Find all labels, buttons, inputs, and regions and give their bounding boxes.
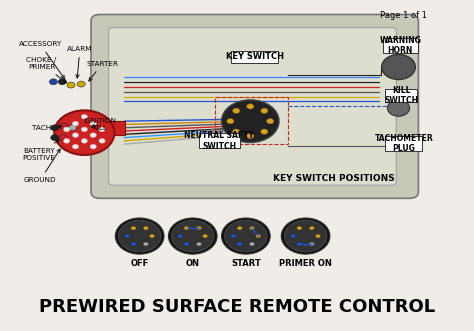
Circle shape bbox=[261, 129, 268, 134]
Circle shape bbox=[64, 127, 70, 132]
Circle shape bbox=[115, 218, 164, 254]
Circle shape bbox=[233, 129, 240, 134]
Text: BATTERY
POSITIVE: BATTERY POSITIVE bbox=[22, 140, 59, 161]
Circle shape bbox=[247, 104, 254, 109]
Text: GROUND: GROUND bbox=[24, 149, 60, 183]
FancyBboxPatch shape bbox=[200, 133, 240, 148]
Text: IGNITION
KILL: IGNITION KILL bbox=[83, 118, 116, 131]
FancyBboxPatch shape bbox=[385, 136, 422, 151]
Text: TACH: TACH bbox=[32, 125, 62, 131]
Text: START: START bbox=[231, 260, 261, 268]
Circle shape bbox=[297, 226, 302, 230]
Circle shape bbox=[178, 234, 183, 238]
Circle shape bbox=[225, 220, 267, 252]
Circle shape bbox=[125, 234, 130, 238]
Circle shape bbox=[221, 218, 270, 254]
Circle shape bbox=[99, 139, 105, 143]
Circle shape bbox=[249, 226, 255, 230]
Circle shape bbox=[149, 234, 155, 238]
Text: PRIMER ON: PRIMER ON bbox=[279, 260, 332, 268]
Circle shape bbox=[281, 218, 330, 254]
Circle shape bbox=[168, 218, 217, 254]
Circle shape bbox=[227, 118, 234, 124]
Circle shape bbox=[60, 123, 67, 129]
Circle shape bbox=[67, 82, 75, 88]
Text: STARTER: STARTER bbox=[86, 61, 118, 81]
Circle shape bbox=[118, 220, 161, 252]
Circle shape bbox=[261, 108, 268, 114]
Circle shape bbox=[196, 242, 201, 246]
Circle shape bbox=[77, 81, 85, 87]
Circle shape bbox=[90, 144, 96, 149]
Circle shape bbox=[90, 121, 96, 126]
Circle shape bbox=[172, 220, 214, 252]
Circle shape bbox=[58, 79, 66, 85]
Circle shape bbox=[131, 242, 136, 246]
FancyBboxPatch shape bbox=[231, 51, 278, 63]
Circle shape bbox=[131, 226, 136, 230]
Circle shape bbox=[54, 110, 114, 155]
FancyBboxPatch shape bbox=[103, 120, 125, 135]
Circle shape bbox=[49, 79, 57, 85]
Text: CHOKE /
PRIMER: CHOKE / PRIMER bbox=[27, 57, 67, 83]
Circle shape bbox=[64, 139, 70, 143]
Circle shape bbox=[233, 108, 240, 114]
Circle shape bbox=[81, 139, 87, 143]
Text: PREWIRED SURFACE REMOTE CONTROL: PREWIRED SURFACE REMOTE CONTROL bbox=[39, 299, 435, 316]
Text: KEY SWITCH: KEY SWITCH bbox=[226, 52, 284, 61]
Text: OFF: OFF bbox=[130, 260, 149, 268]
Circle shape bbox=[387, 100, 410, 116]
Circle shape bbox=[51, 135, 59, 141]
Circle shape bbox=[309, 226, 314, 230]
Circle shape bbox=[73, 121, 79, 126]
Circle shape bbox=[73, 144, 79, 149]
Text: ON: ON bbox=[186, 260, 200, 268]
Circle shape bbox=[81, 115, 87, 119]
Circle shape bbox=[237, 226, 242, 230]
Circle shape bbox=[284, 220, 327, 252]
Text: Page 1 of 1: Page 1 of 1 bbox=[380, 11, 427, 20]
FancyBboxPatch shape bbox=[109, 28, 396, 185]
Text: WARNING
HORN: WARNING HORN bbox=[379, 36, 421, 55]
Circle shape bbox=[184, 226, 189, 230]
Circle shape bbox=[99, 127, 105, 132]
Text: ALARM: ALARM bbox=[67, 46, 92, 78]
Circle shape bbox=[267, 118, 273, 124]
Circle shape bbox=[297, 242, 302, 246]
Circle shape bbox=[202, 234, 208, 238]
Text: TACHOMETER
PLUG: TACHOMETER PLUG bbox=[374, 134, 433, 153]
Circle shape bbox=[255, 234, 261, 238]
Circle shape bbox=[231, 234, 236, 238]
Circle shape bbox=[196, 226, 201, 230]
Text: KEY SWITCH POSITIONS: KEY SWITCH POSITIONS bbox=[273, 174, 395, 183]
Circle shape bbox=[291, 234, 296, 238]
Circle shape bbox=[315, 234, 320, 238]
Circle shape bbox=[184, 242, 189, 246]
Circle shape bbox=[249, 242, 255, 246]
Circle shape bbox=[221, 100, 279, 143]
Circle shape bbox=[81, 127, 87, 132]
Circle shape bbox=[73, 133, 79, 137]
FancyBboxPatch shape bbox=[385, 89, 417, 103]
Circle shape bbox=[237, 242, 242, 246]
Text: NEUTRAL SAFTY
SWITCH: NEUTRAL SAFTY SWITCH bbox=[184, 131, 254, 151]
Circle shape bbox=[309, 242, 314, 246]
Circle shape bbox=[60, 135, 67, 141]
FancyBboxPatch shape bbox=[383, 38, 419, 53]
FancyBboxPatch shape bbox=[91, 15, 419, 198]
Circle shape bbox=[382, 55, 415, 79]
Circle shape bbox=[90, 133, 96, 137]
Text: ACCESSORY: ACCESSORY bbox=[18, 41, 64, 79]
Circle shape bbox=[68, 125, 76, 131]
Circle shape bbox=[143, 242, 148, 246]
FancyBboxPatch shape bbox=[210, 129, 222, 138]
Circle shape bbox=[143, 226, 148, 230]
Text: KILL
SWITCH: KILL SWITCH bbox=[384, 86, 418, 105]
Circle shape bbox=[51, 125, 59, 131]
Circle shape bbox=[247, 133, 254, 139]
